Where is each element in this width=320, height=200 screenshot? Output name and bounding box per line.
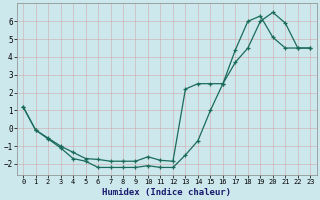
X-axis label: Humidex (Indice chaleur): Humidex (Indice chaleur) xyxy=(102,188,231,197)
